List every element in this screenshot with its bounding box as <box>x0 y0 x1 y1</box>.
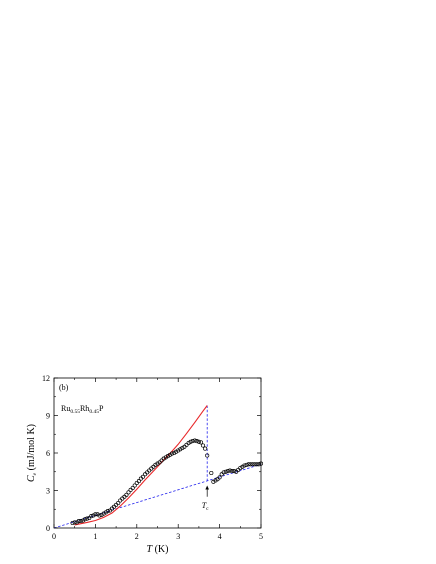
tc-arrow-head <box>205 485 209 490</box>
plot-frame <box>53 377 262 529</box>
data-point <box>72 520 77 525</box>
data-point <box>217 475 222 480</box>
data-point <box>194 439 199 444</box>
data-point <box>252 462 257 467</box>
data-point <box>134 480 139 486</box>
data-point <box>70 520 75 526</box>
data-point <box>213 478 218 483</box>
data-point <box>225 469 230 474</box>
data-point <box>165 454 170 459</box>
data-point <box>132 483 137 488</box>
data-point <box>97 513 102 518</box>
data-point <box>118 498 123 503</box>
data-point <box>248 462 253 467</box>
y-tick-label: 12 <box>42 374 50 383</box>
tc-label: Tc <box>202 501 209 512</box>
data-point <box>126 490 131 495</box>
data-point <box>155 461 160 466</box>
data-point <box>95 512 100 517</box>
data-point <box>89 514 94 519</box>
series-layer <box>53 405 264 529</box>
data-point <box>153 462 158 467</box>
data-point <box>124 492 129 497</box>
x-tick-label: 4 <box>218 532 222 541</box>
data-point <box>107 508 112 513</box>
data-point <box>136 479 141 484</box>
data-point <box>209 470 214 476</box>
data-point <box>105 509 110 514</box>
data-point <box>99 512 104 517</box>
x-tick-label: 1 <box>93 532 97 541</box>
data-point <box>198 440 204 445</box>
data-point <box>143 472 148 477</box>
data-point <box>256 462 261 467</box>
data-point <box>145 470 150 475</box>
data-point <box>223 469 228 474</box>
data-point <box>254 462 259 467</box>
data-point <box>244 462 249 467</box>
data-point <box>221 470 226 475</box>
data-point <box>238 465 243 471</box>
data-point <box>87 515 92 521</box>
data-point <box>203 446 208 451</box>
data-point <box>82 517 88 522</box>
tc-marker: Tc <box>202 485 209 512</box>
data-point <box>85 516 90 521</box>
x-tick-label: 0 <box>52 532 56 541</box>
data-point <box>236 467 241 472</box>
data-point <box>80 518 86 523</box>
y-tick-label: 0 <box>46 524 50 533</box>
data-point <box>93 512 98 517</box>
data-point <box>116 500 121 506</box>
data-point <box>147 468 152 473</box>
data-point <box>227 468 232 473</box>
data-point <box>167 452 172 457</box>
data-point <box>196 439 201 444</box>
data-point <box>190 439 195 444</box>
data-point <box>172 450 177 456</box>
x-tick-label: 2 <box>135 532 139 541</box>
data-point <box>101 511 106 516</box>
y-tick-label: 9 <box>46 412 50 421</box>
data-point <box>205 453 210 458</box>
data-point <box>232 469 237 474</box>
data-point <box>250 462 255 467</box>
data-point <box>180 445 185 451</box>
data-point <box>229 469 235 474</box>
data-point <box>163 455 168 460</box>
data-point <box>186 440 191 446</box>
y-tick-label: 3 <box>46 487 50 496</box>
data-point <box>246 462 251 467</box>
data-point <box>174 449 179 454</box>
y-axis-title: Ce (mJ/mol K) <box>26 424 38 482</box>
data-point <box>140 474 146 479</box>
sample-label: Ru0.55Rh0.45P <box>61 404 104 415</box>
x-axis-title: T (K) <box>147 544 169 555</box>
data-point <box>91 513 96 518</box>
data-point <box>114 502 119 507</box>
panel-label: (b) <box>59 383 69 392</box>
data-point <box>176 448 181 453</box>
y-tick-label: 6 <box>46 449 50 458</box>
data-point <box>161 456 166 461</box>
data-point <box>219 472 224 477</box>
data-point <box>76 519 81 524</box>
data-point <box>128 487 133 492</box>
fit-curve <box>74 405 208 526</box>
data-point <box>211 479 216 484</box>
data-point <box>242 463 247 468</box>
data-point <box>192 438 197 443</box>
axis-ticks <box>53 377 262 529</box>
normal-state-dashed-line <box>53 463 262 529</box>
data-point <box>78 519 83 524</box>
data-point <box>200 443 206 448</box>
data-point <box>130 485 135 491</box>
data-point <box>184 442 189 447</box>
data-point <box>188 439 193 444</box>
data-point <box>169 451 175 456</box>
x-tick-label: 5 <box>259 532 263 541</box>
x-tick-label: 3 <box>176 532 180 541</box>
